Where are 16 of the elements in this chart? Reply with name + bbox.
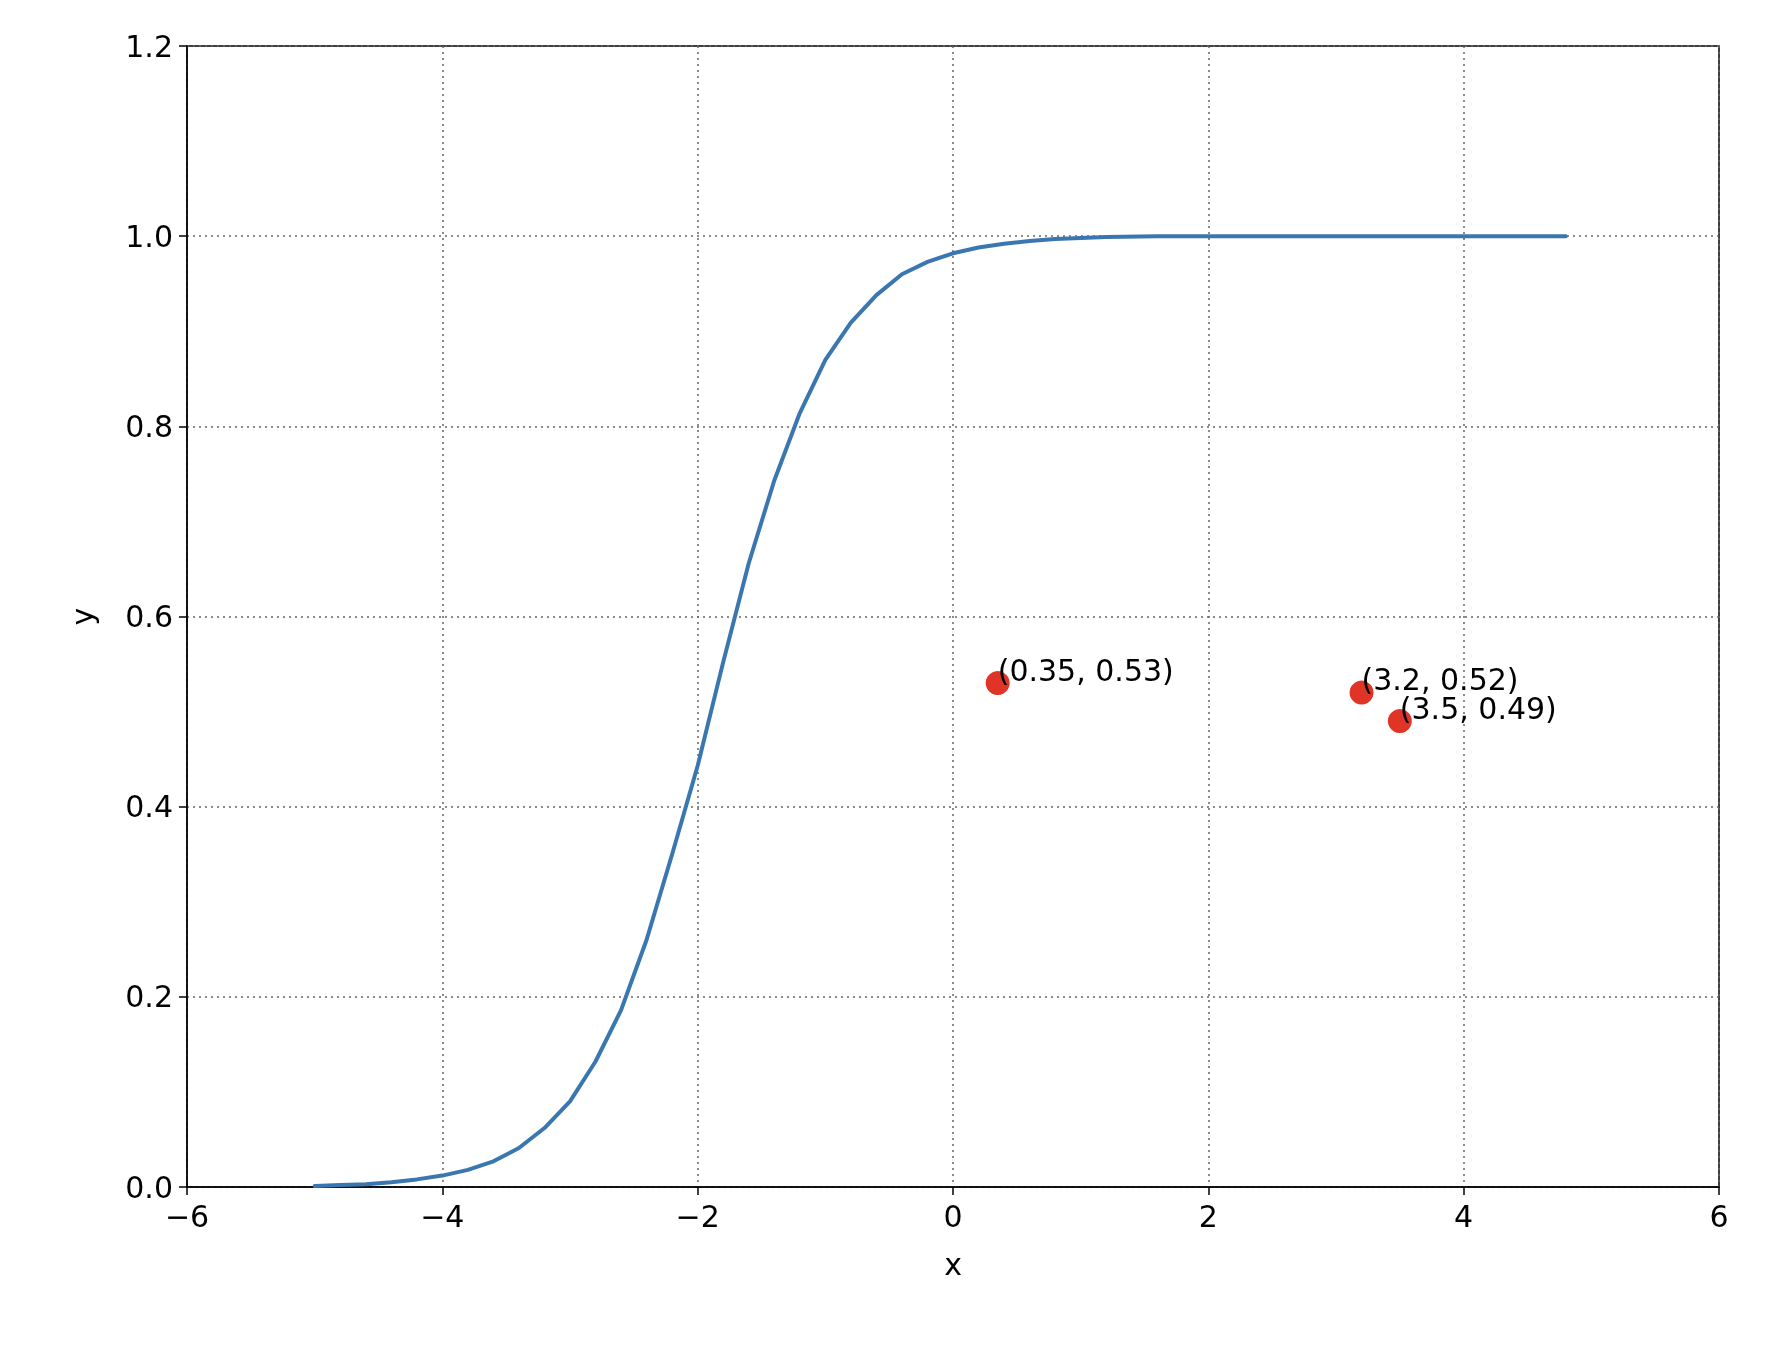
line-series (312, 234, 1568, 1189)
y-tick-label: 1.2 (125, 28, 173, 64)
y-tick-label: 0.8 (125, 408, 173, 444)
x-tick-label: −2 (675, 1198, 720, 1234)
x-tick-label: 4 (1454, 1198, 1474, 1234)
y-tick-label: 0.6 (125, 599, 173, 634)
x-tick-label: 2 (1198, 1198, 1218, 1234)
x-tick-label: 6 (1709, 1198, 1729, 1234)
data-label: (0.35, 0.53) (997, 652, 1174, 688)
x-tick-label: 0 (943, 1198, 963, 1234)
y-axis-title: y (64, 607, 100, 626)
y-tick-label: 0.4 (125, 789, 173, 825)
y-tick-label: 1.0 (125, 218, 173, 254)
x-tick-label: −4 (420, 1198, 465, 1234)
x-axis-title: x (944, 1246, 962, 1282)
y-tick-label: 0.2 (125, 979, 173, 1015)
